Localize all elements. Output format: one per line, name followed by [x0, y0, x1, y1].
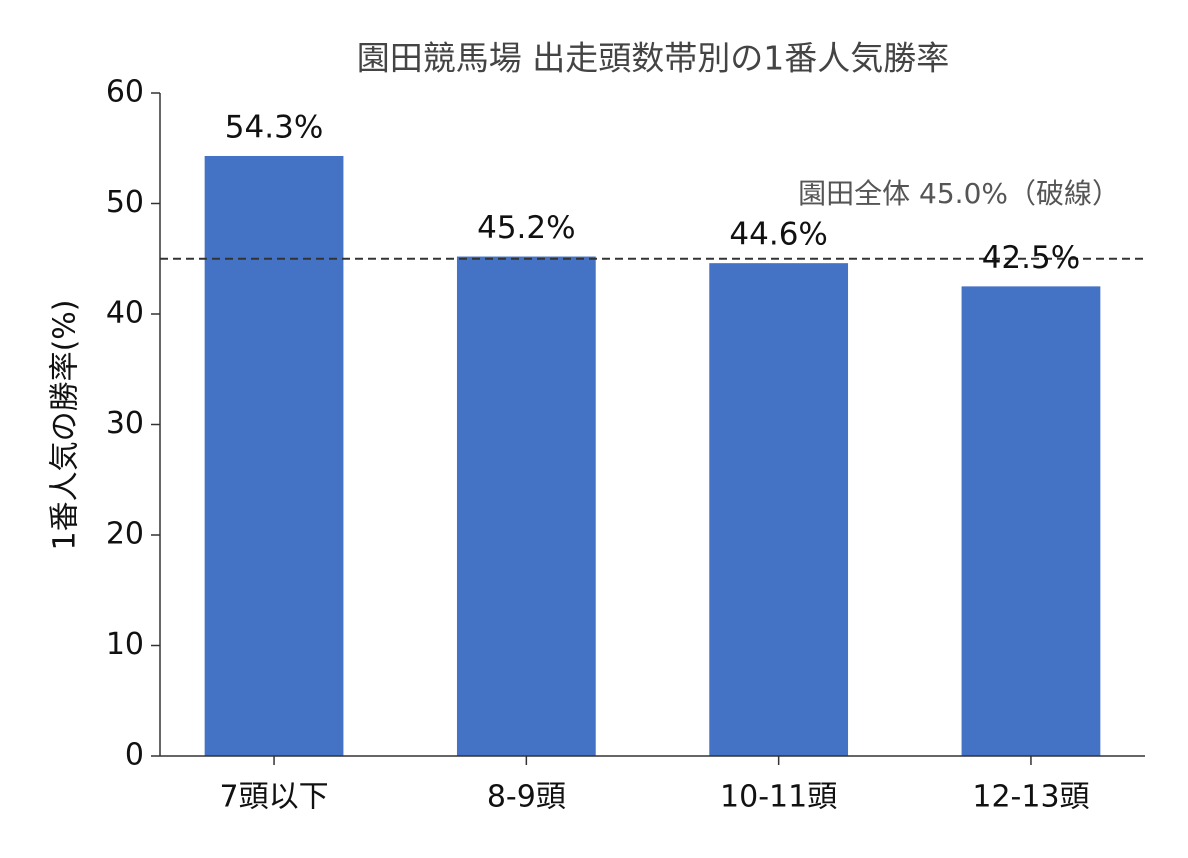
y-tick-label: 40	[106, 296, 144, 331]
reference-label: 園田全体 45.0%（破線）	[798, 177, 1120, 210]
bar	[961, 286, 1101, 756]
value-label: 45.2%	[477, 210, 575, 246]
value-label: 44.6%	[729, 217, 827, 253]
bar	[456, 256, 596, 756]
y-axis-label: 1番人気の勝率(%)	[48, 299, 83, 550]
y-tick-label: 60	[106, 75, 144, 110]
y-tick-label: 10	[106, 627, 144, 662]
y-tick-label: 50	[106, 185, 144, 220]
value-label: 42.5%	[982, 240, 1080, 276]
y-tick-label: 0	[125, 738, 144, 773]
y-tick-label: 20	[106, 517, 144, 552]
chart-title: 園田競馬場 出走頭数帯別の1番人気勝率	[357, 39, 950, 78]
x-tick-label: 12-13頭	[972, 780, 1089, 815]
value-label: 54.3%	[225, 109, 323, 145]
bar	[204, 155, 344, 757]
x-tick-label: 10-11頭	[720, 780, 837, 815]
x-tick-label: 8-9頭	[487, 780, 566, 815]
y-tick-label: 30	[106, 406, 144, 441]
bar	[709, 263, 849, 756]
x-tick-label: 7頭以下	[219, 780, 328, 815]
